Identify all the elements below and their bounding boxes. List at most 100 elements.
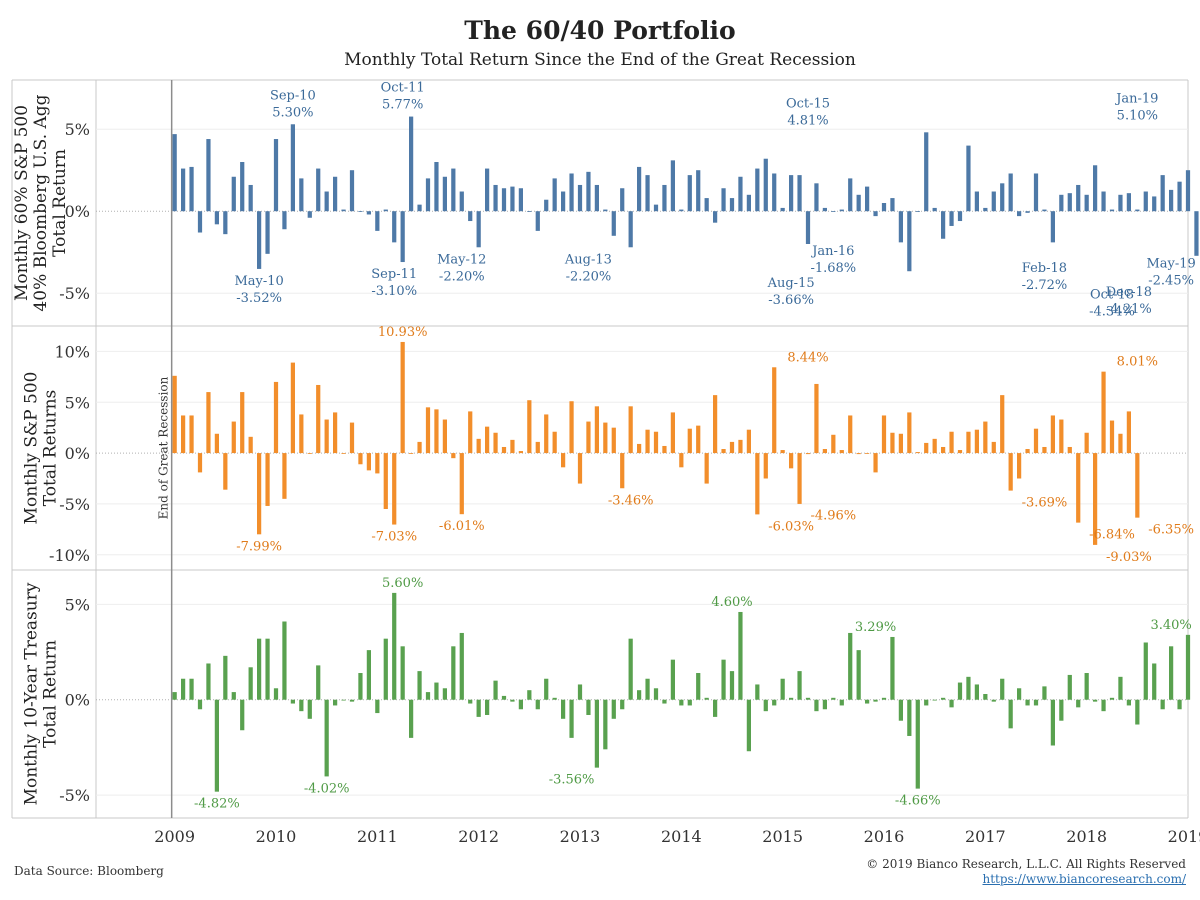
- bar: [501, 695, 507, 700]
- bar: [1059, 194, 1064, 212]
- bar: [518, 451, 523, 454]
- bar: [881, 415, 887, 454]
- annotation-month: Sep-10: [270, 88, 316, 103]
- bar: [501, 446, 507, 454]
- bar: [1017, 211, 1022, 217]
- bar: [459, 191, 464, 212]
- bar: [586, 421, 591, 454]
- bar: [333, 412, 338, 454]
- annotation-value: 4.81%: [787, 113, 828, 128]
- bar: [1033, 699, 1039, 706]
- bar: [763, 158, 768, 212]
- bar: [518, 699, 523, 710]
- chart-subtitle: Monthly Total Return Since the End of th…: [344, 50, 856, 70]
- bar: [333, 699, 338, 706]
- bar: [586, 171, 591, 212]
- bar: [915, 211, 920, 212]
- bar: [898, 433, 903, 454]
- bar: [527, 690, 532, 700]
- bar: [349, 699, 355, 702]
- bar: [780, 207, 785, 212]
- bar: [214, 211, 219, 225]
- annotation-value: -3.56%: [549, 773, 595, 788]
- bar: [586, 699, 591, 715]
- bar: [628, 406, 633, 454]
- bar: [729, 198, 735, 212]
- bar: [206, 139, 211, 212]
- bar: [476, 211, 481, 248]
- bar: [932, 699, 937, 701]
- bar: [223, 453, 228, 490]
- bar: [1076, 453, 1081, 523]
- bar: [704, 453, 709, 484]
- y-tick-label: 10%: [54, 342, 90, 361]
- annotation-value: -4.02%: [304, 781, 350, 796]
- y-axis-title: Total Returns: [41, 390, 61, 507]
- annotation-value: -4.34%: [1089, 304, 1135, 319]
- bar: [797, 175, 802, 212]
- bar: [991, 191, 996, 212]
- bar: [425, 692, 431, 700]
- bar: [577, 184, 583, 212]
- y-axis-title: 40% Bloomberg U.S. Agg: [31, 94, 51, 311]
- annotation-value: -2.72%: [1022, 278, 1068, 293]
- annotation-value: -9.03%: [1106, 550, 1152, 565]
- bar: [1059, 419, 1064, 454]
- panel-sp500: 10% 5% 0% -5% -10% Monthly S&P 500 Total Retur…: [22, 325, 1194, 565]
- bar: [341, 209, 346, 212]
- bar: [670, 412, 675, 454]
- bar: [1050, 211, 1055, 243]
- bar: [898, 699, 903, 721]
- bar: [662, 445, 667, 454]
- annotation-value: -1.68%: [810, 261, 856, 276]
- bar: [957, 450, 963, 454]
- bar: [493, 680, 498, 700]
- bar: [552, 431, 557, 454]
- bar: [282, 453, 287, 499]
- bar: [552, 697, 557, 700]
- bar: [957, 682, 963, 700]
- bar: [1067, 446, 1072, 454]
- bar: [375, 211, 380, 231]
- bar: [941, 446, 946, 454]
- y-axis-title: Monthly S&P 500: [22, 372, 42, 525]
- bar: [1000, 678, 1005, 700]
- bar: [822, 207, 827, 212]
- bar: [1033, 428, 1039, 454]
- bar: [316, 384, 321, 454]
- bar: [257, 638, 262, 700]
- bar: [603, 209, 608, 212]
- annotation-value: -2.20%: [566, 269, 612, 284]
- bar: [324, 419, 329, 454]
- bar: [273, 381, 279, 454]
- bar: [324, 191, 329, 212]
- x-tick-label: 2017: [965, 827, 1006, 846]
- bar: [1042, 446, 1047, 454]
- bar: [459, 632, 464, 700]
- bar: [1185, 634, 1191, 700]
- annotation-month: Aug-15: [767, 276, 815, 291]
- bar: [746, 429, 751, 454]
- bar: [755, 168, 760, 212]
- bar: [1093, 165, 1098, 212]
- bar: [307, 211, 312, 218]
- annotation-value: -3.10%: [371, 284, 417, 299]
- annotation-value: -2.45%: [1148, 273, 1194, 288]
- bar: [1135, 699, 1140, 725]
- annotation-month: Jan-16: [810, 244, 854, 259]
- bar: [181, 678, 186, 700]
- bar: [189, 678, 194, 700]
- bar: [1042, 686, 1047, 700]
- bar: [763, 699, 768, 712]
- bar: [653, 431, 659, 454]
- bar: [341, 453, 346, 454]
- bar: [1008, 699, 1013, 729]
- bar: [873, 699, 878, 702]
- bar: [392, 453, 397, 525]
- bar: [1084, 432, 1089, 454]
- bar: [1194, 211, 1199, 256]
- website-link[interactable]: https://www.biancoresearch.com/: [982, 872, 1186, 886]
- bar: [924, 442, 929, 454]
- y-tick-label: 5%: [65, 393, 90, 412]
- bar: [417, 204, 422, 212]
